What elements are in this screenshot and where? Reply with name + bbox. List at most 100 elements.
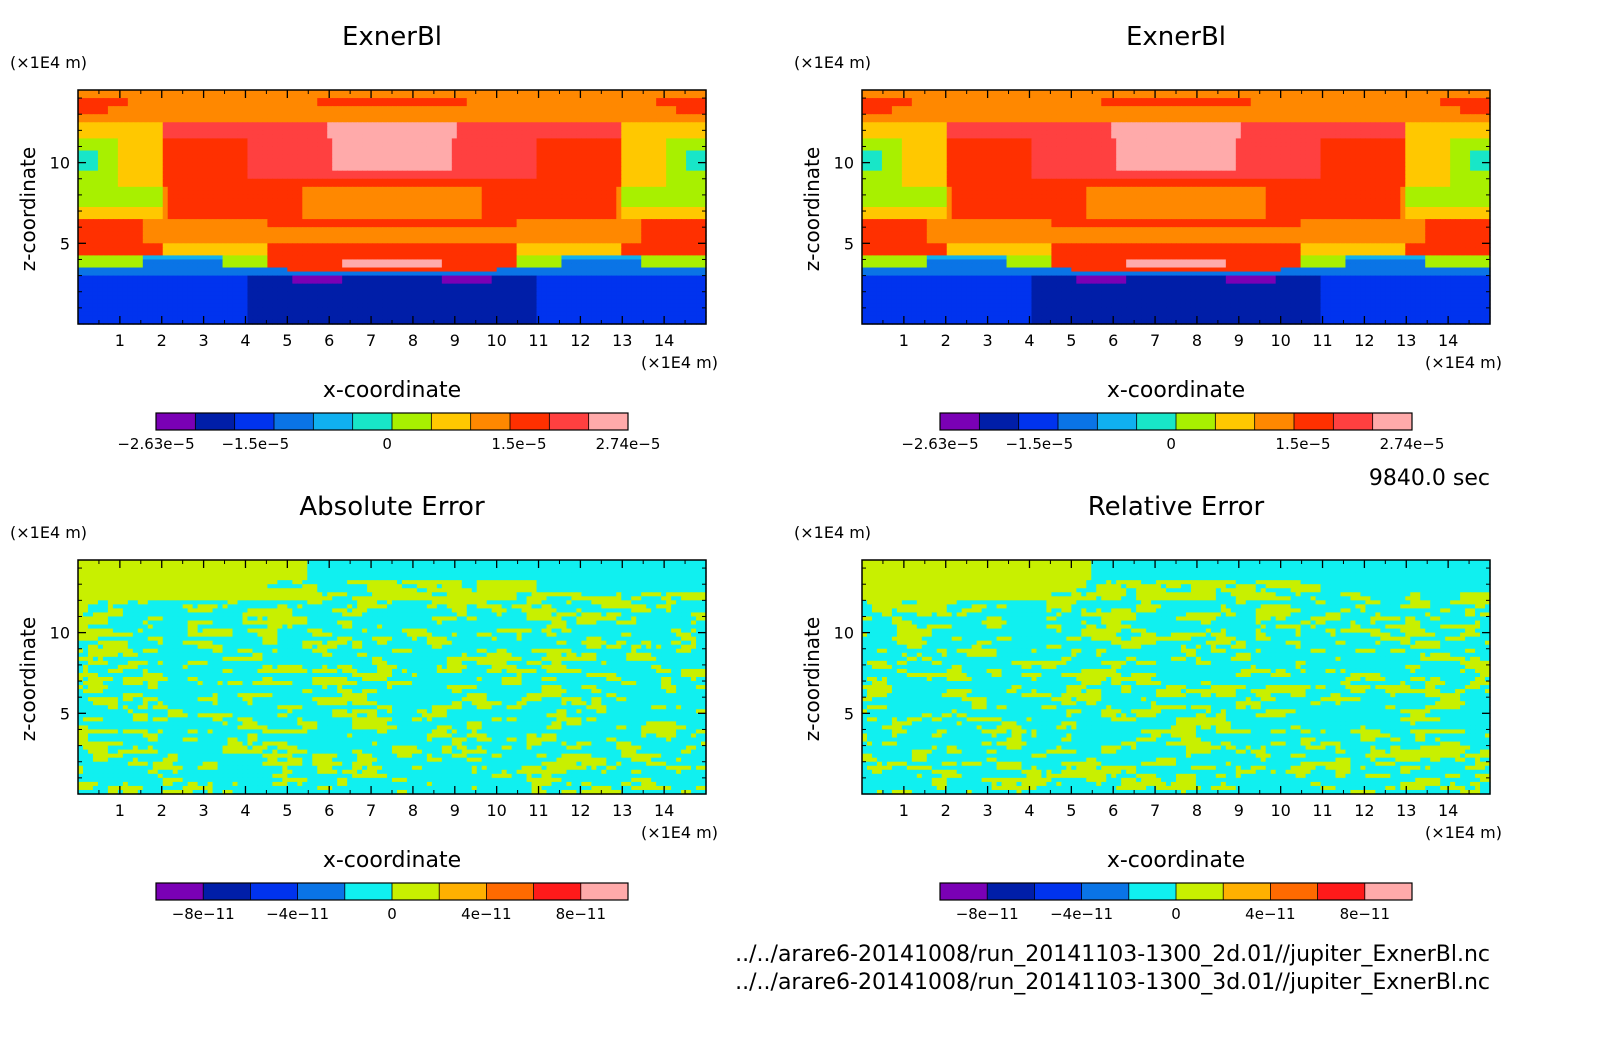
heatmap-cell [551,146,558,152]
heatmap-cell [307,102,313,107]
heatmap-cell [591,186,597,192]
heatmap-cell [581,239,587,244]
heatmap-cell [536,231,543,236]
heatmap-cell [202,150,209,156]
heatmap-cell [87,178,94,184]
heatmap-cell [162,243,169,248]
heatmap-cell [486,182,493,188]
heatmap-cell [451,198,458,204]
heatmap-cell [257,247,264,252]
heatmap-cell [651,182,657,188]
heatmap-cell [616,90,622,95]
heatmap-cell [172,194,179,200]
heatmap-cell [122,114,129,119]
heatmap-cell [461,174,468,180]
heatmap-cell [272,202,278,208]
heatmap-cell [651,134,657,140]
heatmap-cell [466,235,473,240]
heatmap-cell [561,142,568,148]
heatmap-cell [431,194,438,200]
heatmap-cell [581,198,587,204]
heatmap-cell [616,138,622,144]
heatmap-cell [536,126,543,131]
heatmap-cell [436,190,443,196]
heatmap-cell [566,219,573,224]
heatmap-cell [636,239,642,244]
heatmap-cell [416,202,423,208]
heatmap-cell [586,154,592,160]
heatmap-cell [616,134,622,140]
heatmap-cell [591,219,597,224]
heatmap-cell [476,219,483,224]
heatmap-cell [401,194,408,200]
heatmap-cell [506,98,513,103]
heatmap-cell [456,235,463,240]
heatmap-cell [362,231,368,236]
heatmap-cell [107,134,114,140]
heatmap-cell [247,150,254,156]
heatmap-cell [337,130,343,135]
heatmap-cell [556,154,563,160]
heatmap-cell [292,215,298,220]
heatmap-cell [112,207,119,212]
heatmap-cell [626,231,632,236]
heatmap-cell [531,94,538,99]
heatmap-cell [501,150,508,156]
heatmap-cell [97,186,104,192]
heatmap-cell [476,158,483,164]
heatmap-cell [511,114,518,119]
heatmap-cell [237,194,244,200]
heatmap-cell [591,190,597,196]
heatmap-cell [406,122,413,127]
heatmap-cell [237,186,244,192]
heatmap-cell [621,211,627,216]
heatmap-cell [611,231,617,236]
heatmap-cell [461,134,468,140]
heatmap-cell [546,223,553,228]
heatmap-cell [506,186,513,192]
heatmap-cell [182,190,189,196]
heatmap-cell [282,134,288,140]
heatmap-cell [142,247,149,252]
heatmap-cell [526,227,533,232]
heatmap-cell [272,94,278,99]
heatmap-cell [182,219,189,224]
heatmap-cell [167,182,174,188]
heatmap-cell [436,146,443,152]
heatmap-cell [392,150,398,156]
heatmap-cell [476,150,483,156]
heatmap-cell [187,207,194,212]
heatmap-cell [421,211,428,216]
heatmap-cell [646,231,652,236]
heatmap-cell [242,154,249,160]
heatmap-cell [581,231,587,236]
heatmap-cell [177,134,184,140]
heatmap-cell [297,190,303,196]
heatmap-cell [696,239,702,244]
heatmap-cell [576,207,582,212]
heatmap-cell [396,174,403,180]
heatmap-cell [681,223,687,228]
heatmap-cell [167,194,174,200]
heatmap-cell [446,138,453,144]
heatmap-cell [651,202,657,208]
heatmap-cell [411,98,418,103]
heatmap-cell [496,118,503,123]
heatmap-cell [192,166,199,172]
heatmap-cell [362,134,368,140]
heatmap-cell [352,126,358,131]
heatmap-cell [606,227,612,232]
heatmap-cell [197,110,204,115]
heatmap-cell [277,194,283,200]
heatmap-cell [117,178,124,184]
heatmap-cell [87,146,94,152]
heatmap-cell [367,182,373,188]
heatmap-cell [377,231,383,236]
heatmap-cell [182,94,189,99]
heatmap-cell [701,182,707,188]
heatmap-cell [352,170,358,176]
heatmap-cell [401,211,408,216]
heatmap-cell [611,142,617,148]
heatmap-cell [676,118,682,123]
heatmap-cell [172,174,179,180]
